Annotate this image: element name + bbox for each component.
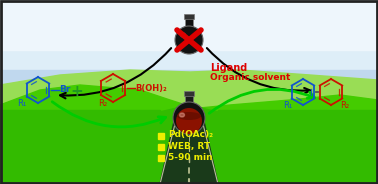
- Text: Pd(OAc)₂: Pd(OAc)₂: [168, 130, 213, 139]
- Text: R₂: R₂: [98, 100, 108, 109]
- Circle shape: [176, 108, 202, 134]
- Text: R₂: R₂: [341, 102, 350, 111]
- Polygon shape: [160, 108, 218, 184]
- Ellipse shape: [180, 113, 184, 117]
- FancyArrowPatch shape: [52, 102, 166, 127]
- FancyArrowPatch shape: [209, 89, 314, 113]
- Text: 5-90 min: 5-90 min: [168, 153, 212, 162]
- Circle shape: [173, 102, 205, 134]
- Polygon shape: [178, 95, 378, 184]
- Bar: [0, 70, 378, 110]
- Text: Ligand: Ligand: [210, 63, 247, 73]
- Text: R₁: R₁: [17, 100, 26, 109]
- Polygon shape: [0, 108, 177, 184]
- Bar: [0, 0, 378, 50]
- FancyArrowPatch shape: [60, 48, 171, 98]
- FancyArrowPatch shape: [207, 48, 310, 93]
- FancyBboxPatch shape: [184, 14, 194, 19]
- Polygon shape: [218, 110, 378, 184]
- Text: WEB, RT: WEB, RT: [168, 141, 210, 151]
- Ellipse shape: [181, 33, 186, 37]
- Polygon shape: [0, 85, 200, 184]
- Text: B(OH)₂: B(OH)₂: [135, 84, 167, 93]
- Polygon shape: [0, 70, 378, 110]
- Text: R₁: R₁: [284, 102, 293, 111]
- Polygon shape: [0, 110, 160, 184]
- Bar: [0, 0, 378, 110]
- FancyBboxPatch shape: [185, 18, 193, 28]
- Text: +: +: [71, 84, 84, 98]
- Circle shape: [175, 26, 203, 54]
- FancyBboxPatch shape: [184, 91, 194, 96]
- Ellipse shape: [177, 112, 201, 120]
- Text: Br: Br: [59, 86, 70, 95]
- FancyBboxPatch shape: [185, 95, 193, 105]
- Text: Organic solvent: Organic solvent: [210, 73, 290, 82]
- Polygon shape: [201, 108, 378, 184]
